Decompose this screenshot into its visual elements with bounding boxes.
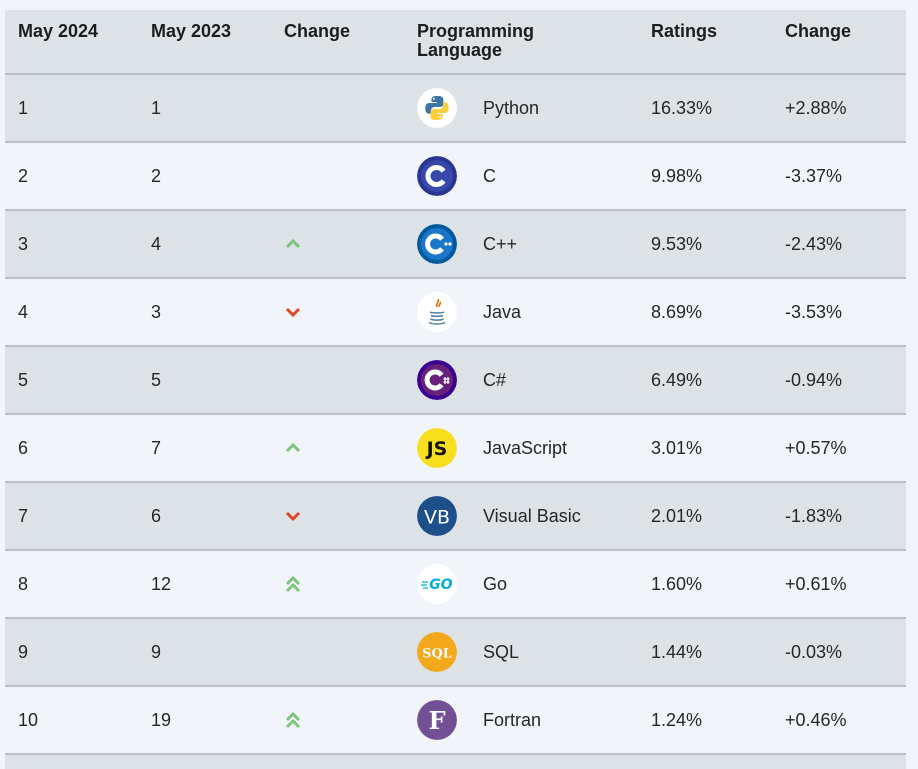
rank-2024: 9 xyxy=(18,642,29,662)
rank-2024: 4 xyxy=(18,302,29,322)
fortran-logo-text: F xyxy=(428,706,445,735)
rank-2024: 1 xyxy=(18,98,29,118)
rating-change: -1.83% xyxy=(785,506,843,526)
rating-change: +0.57% xyxy=(785,438,847,458)
rank-2024: 3 xyxy=(18,234,29,254)
language-name[interactable]: JavaScript xyxy=(483,438,568,458)
table-row: 2 2 C 9.98% -3.37% xyxy=(5,143,906,211)
rating-change: +0.46% xyxy=(785,710,847,730)
table-header: May 2024 May 2023 Change Programming Lan… xyxy=(5,10,906,75)
table-row: 8 12 GO Go 1.60% +0.61% xyxy=(5,551,906,619)
rank-2023: 19 xyxy=(151,710,172,730)
table-row: 9 9 SQL SQL 1.44% -0.03% xyxy=(5,619,906,687)
language-name[interactable]: Visual Basic xyxy=(483,506,581,526)
trend-down-icon xyxy=(285,511,301,522)
rating: 1.24% xyxy=(651,710,703,730)
header-may-2024[interactable]: May 2024 xyxy=(18,21,99,41)
sql-icon: SQL xyxy=(417,632,457,672)
language-name[interactable]: Java xyxy=(483,302,522,322)
cpp-icon xyxy=(417,224,457,264)
rating: 2.01% xyxy=(651,506,703,526)
csharp-icon xyxy=(417,360,457,400)
trend-down-icon xyxy=(285,307,301,318)
table-row: 10 19 F Fortran 1.24% +0.46% xyxy=(5,687,906,755)
go-icon: GO xyxy=(417,564,457,604)
rank-2023: 6 xyxy=(151,506,162,526)
javascript-logo-text: JS xyxy=(425,438,448,460)
rating-change: -0.94% xyxy=(785,370,843,390)
rating-change: -3.37% xyxy=(785,166,843,186)
rank-2024: 10 xyxy=(18,710,39,730)
rank-2023: 3 xyxy=(151,302,162,322)
table-row: 4 3 Java 8.69% -3.53% xyxy=(5,279,906,347)
rank-2023: 2 xyxy=(151,166,162,186)
language-name[interactable]: Go xyxy=(483,574,508,594)
trend-double-up-icon xyxy=(285,711,301,729)
visual-basic-logo-text: VB xyxy=(424,507,450,529)
table-row: 5 5 C# 6.49% -0.94% xyxy=(5,347,906,415)
header-change[interactable]: Change xyxy=(284,21,351,41)
rating: 16.33% xyxy=(651,98,713,118)
rating-change: -0.03% xyxy=(785,642,843,662)
rank-2023: 5 xyxy=(151,370,162,390)
rating: 3.01% xyxy=(651,438,703,458)
header-ratings[interactable]: Ratings xyxy=(651,21,718,41)
rating: 9.98% xyxy=(651,166,703,186)
rating-change: -3.53% xyxy=(785,302,843,322)
table-row: 1 1 Python 16.33% +2.88% xyxy=(5,75,906,143)
header-programming-language[interactable]: Programming Language xyxy=(417,22,534,60)
rank-2024: 6 xyxy=(18,438,29,458)
trend-up-icon xyxy=(285,442,301,453)
language-name[interactable]: Python xyxy=(483,98,540,118)
rank-2024: 7 xyxy=(18,506,29,526)
rank-2023: 9 xyxy=(151,642,162,662)
rating: 1.44% xyxy=(651,642,703,662)
python-icon xyxy=(417,88,457,128)
rank-2024: 8 xyxy=(18,574,29,594)
table-row: 7 6 VB Visual Basic 2.01% -1.83% xyxy=(5,483,906,551)
rating: 8.69% xyxy=(651,302,703,322)
rating-change: +2.88% xyxy=(785,98,847,118)
rank-2024: 2 xyxy=(18,166,29,186)
rating: 1.60% xyxy=(651,574,703,594)
rating: 9.53% xyxy=(651,234,703,254)
rating-change: +0.61% xyxy=(785,574,847,594)
java-icon xyxy=(417,292,457,332)
language-name[interactable]: Fortran xyxy=(483,710,542,730)
language-name[interactable]: C++ xyxy=(483,234,518,254)
header-language-line1: Programming xyxy=(417,21,535,41)
visual-basic-icon: VB xyxy=(417,496,457,536)
fortran-icon: F xyxy=(417,700,457,740)
language-name[interactable]: SQL xyxy=(483,642,520,662)
header-change-percent[interactable]: Change xyxy=(785,21,852,41)
rating: 6.49% xyxy=(651,370,703,390)
go-logo-text: GO xyxy=(429,577,452,593)
javascript-icon: JS xyxy=(417,428,457,468)
rating-change: -2.43% xyxy=(785,234,843,254)
language-name[interactable]: C xyxy=(483,166,496,186)
rank-2023: 4 xyxy=(151,234,162,254)
language-name[interactable]: C# xyxy=(483,370,507,390)
table-row: 6 7 JS JavaScript 3.01% +0.57% xyxy=(5,415,906,483)
trend-up-icon xyxy=(285,238,301,249)
c-icon xyxy=(417,156,457,196)
rank-2023: 7 xyxy=(151,438,162,458)
rank-2023: 12 xyxy=(151,574,172,594)
trend-double-up-icon xyxy=(285,575,301,593)
tiobe-index-table: May 2024 May 2023 Change Programming Lan… xyxy=(5,10,906,769)
header-language-line2: Language xyxy=(417,40,503,60)
table-row-partial xyxy=(5,755,906,769)
rank-2024: 5 xyxy=(18,370,29,390)
header-may-2023[interactable]: May 2023 xyxy=(151,21,232,41)
table-row: 3 4 C++ 9.53% -2.43% xyxy=(5,211,906,279)
rank-2023: 1 xyxy=(151,98,162,118)
sql-logo-text: SQL xyxy=(422,647,452,662)
